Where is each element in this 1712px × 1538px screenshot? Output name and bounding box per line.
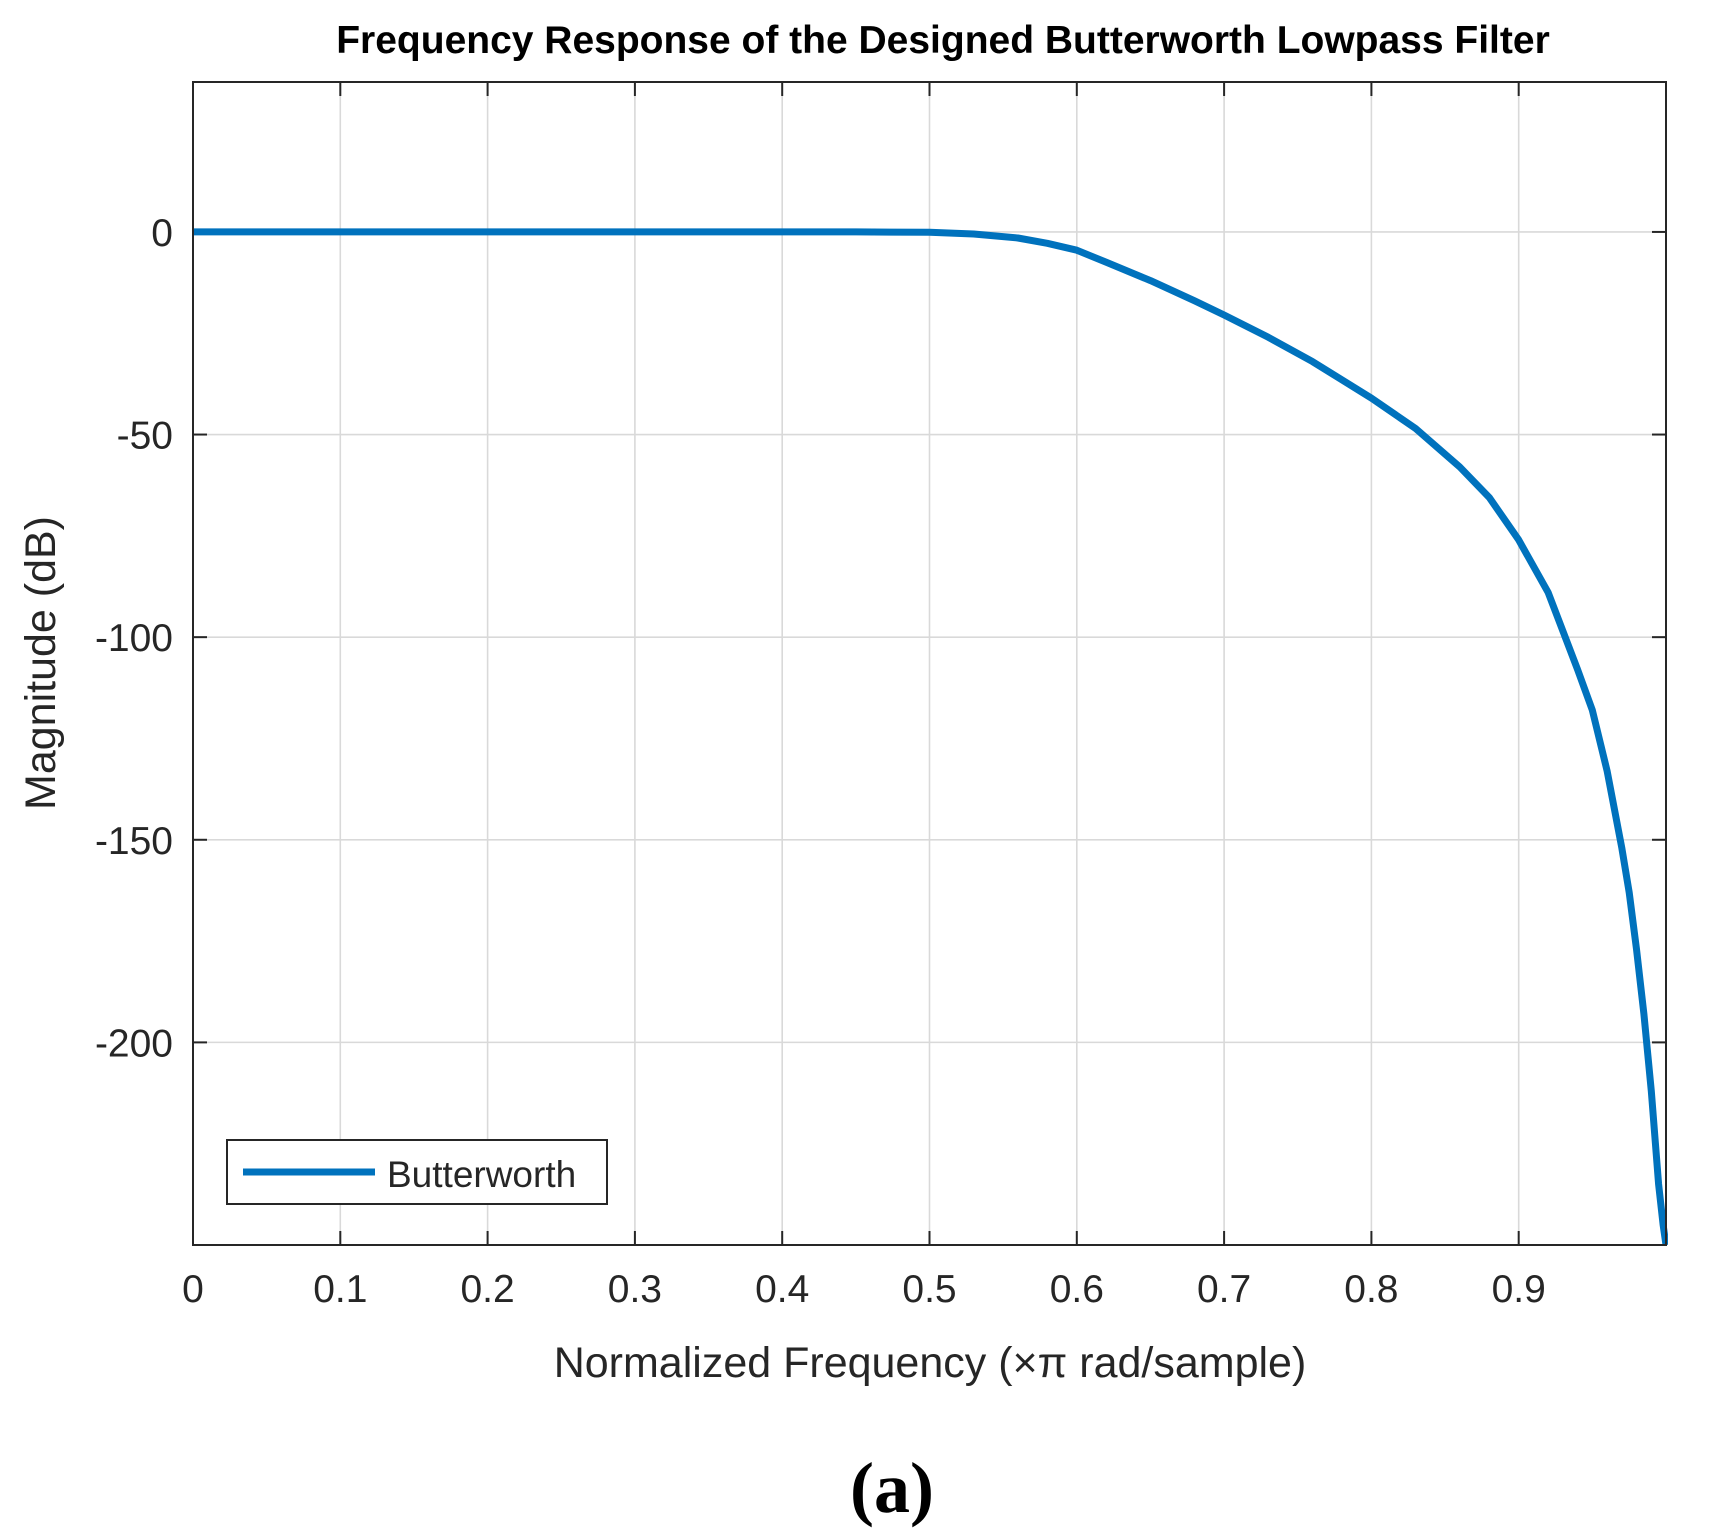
x-tick-label: 0 xyxy=(182,1268,204,1311)
y-tick-label: -150 xyxy=(95,820,173,863)
x-tick-label: 0.3 xyxy=(608,1268,662,1311)
y-tick-labels: 0 -50 -100 -150 -200 xyxy=(95,212,173,1065)
x-tick-label: 0.4 xyxy=(755,1268,809,1311)
series-line-butterworth xyxy=(193,228,1668,1246)
x-axis-label: Normalized Frequency (×π rad/sample) xyxy=(554,1339,1307,1387)
plot-frame xyxy=(192,81,1667,1246)
y-axis-label: Magnitude (dB) xyxy=(17,516,65,810)
y-tick-label: -200 xyxy=(95,1022,173,1065)
chart-title: Frequency Response of the Designed Butte… xyxy=(336,19,1550,62)
grid xyxy=(193,82,1666,1245)
legend-entry-butterworth: Butterworth xyxy=(387,1154,576,1195)
series-group xyxy=(193,228,1668,1246)
legend: Butterworth xyxy=(226,1139,608,1205)
panel-label: (a) xyxy=(850,1448,934,1528)
x-tick-label: 0.9 xyxy=(1492,1268,1546,1311)
y-tick-label: -50 xyxy=(117,415,173,458)
x-tick-label: 0.6 xyxy=(1050,1268,1104,1311)
x-tick-label: 0.2 xyxy=(460,1268,514,1311)
y-tick-label: 0 xyxy=(151,212,173,255)
x-tick-label: 0.5 xyxy=(902,1268,956,1311)
x-tick-label: 0.7 xyxy=(1197,1268,1251,1311)
x-tick-label: 0.8 xyxy=(1344,1268,1398,1311)
x-tick-labels: 0 0.1 0.2 0.3 0.4 0.5 0.6 0.7 0.8 0.9 xyxy=(182,1268,1546,1311)
y-tick-label: -100 xyxy=(95,617,173,660)
x-tick-label: 0.1 xyxy=(313,1268,367,1311)
